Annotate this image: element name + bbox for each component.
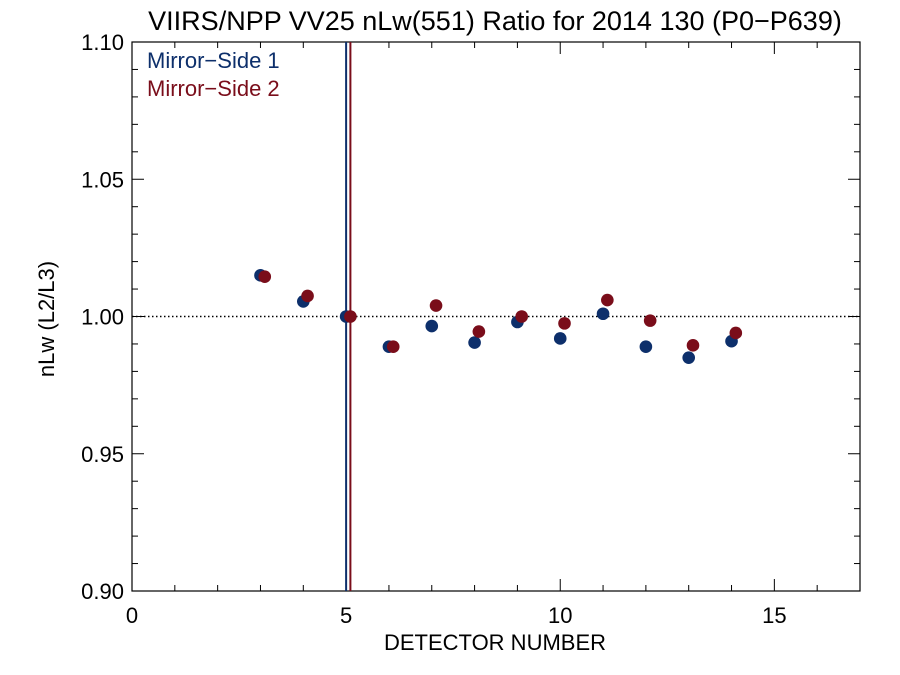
data-point-series-2 — [643, 314, 657, 327]
x-tick-label: 0 — [126, 603, 138, 628]
legend-mirror-side-1: Mirror−Side 1 — [147, 48, 280, 73]
data-point-series-2 — [601, 293, 614, 307]
data-point-series-1 — [468, 336, 481, 349]
y-tick-label: 1.05 — [81, 167, 124, 192]
data-point-series-1 — [682, 351, 696, 364]
x-tick-label: 10 — [548, 603, 572, 628]
data-point-series-2 — [729, 326, 743, 340]
data-point-series-2 — [344, 310, 357, 323]
y-tick-label: 0.95 — [81, 442, 124, 467]
y-axis-title: nLw (L2/L3) — [34, 261, 59, 377]
data-point-series-2 — [429, 299, 443, 312]
data-point-series-2 — [386, 340, 400, 353]
data-point-series-2 — [686, 339, 700, 352]
data-point-series-2 — [301, 289, 314, 303]
data-point-series-2 — [258, 270, 272, 283]
data-point-series-1 — [425, 319, 439, 333]
data-point-series-2 — [472, 325, 486, 338]
data-point-series-1 — [639, 340, 653, 353]
y-tick-label: 1.00 — [81, 305, 124, 330]
data-point-series-2 — [515, 310, 528, 323]
legend-mirror-side-2: Mirror−Side 2 — [147, 76, 280, 101]
data-point-series-1 — [553, 332, 567, 345]
data-point-series-2 — [558, 317, 571, 330]
data-point-series-1 — [596, 307, 610, 321]
x-tick-label: 5 — [340, 603, 352, 628]
chart-title: VIIRS/NPP VV25 nLw(551) Ratio for 2014 1… — [148, 6, 842, 36]
plot-area: 0 5 10 15 0.90 0.95 1.00 1.05 1.10 — [81, 30, 861, 628]
y-tick-label: 1.10 — [81, 30, 124, 55]
x-tick-label: 15 — [762, 603, 786, 628]
x-axis-title: DETECTOR NUMBER — [384, 630, 606, 655]
y-tick-label: 0.90 — [81, 579, 124, 604]
